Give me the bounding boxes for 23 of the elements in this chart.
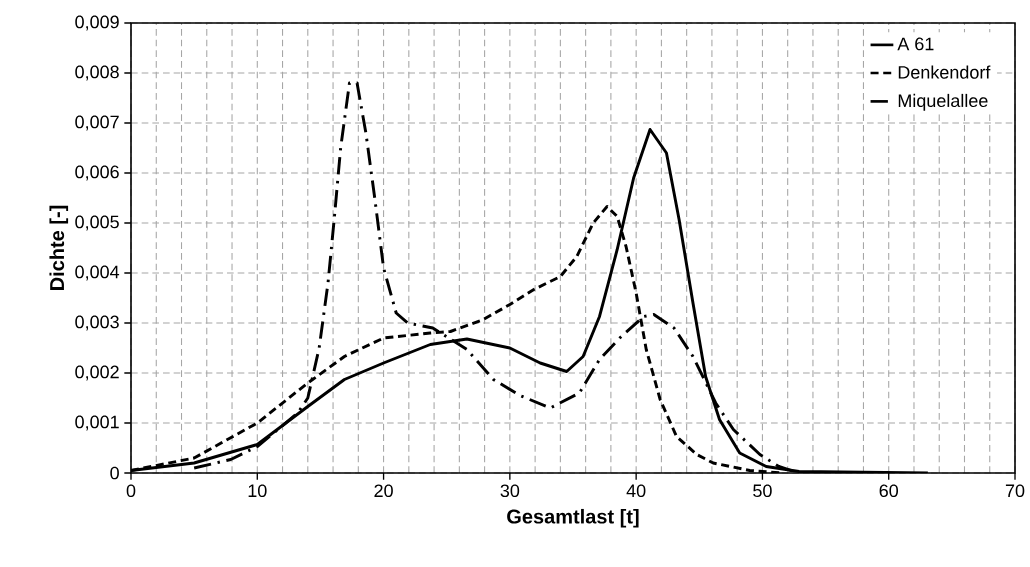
x-tick-label: 30 xyxy=(500,484,520,498)
x-tick-label: 70 xyxy=(1005,484,1025,498)
x-tick-label: 60 xyxy=(879,484,899,498)
y-tick-label: 0 xyxy=(110,466,119,480)
x-tick-label: 0 xyxy=(126,484,136,498)
legend-label: A 61 xyxy=(897,37,934,51)
x-tick-label: 10 xyxy=(248,484,267,498)
x-axis-title: Gesamtlast [t] xyxy=(507,508,639,528)
y-axis-title: Dichte [-] xyxy=(49,205,69,290)
y-tick-label: 0,009 xyxy=(75,15,119,31)
x-tick-label: 20 xyxy=(374,484,393,498)
y-tick-label: 0,008 xyxy=(75,65,119,81)
y-tick-label: 0,004 xyxy=(75,265,120,281)
x-tick-label: 50 xyxy=(753,484,772,498)
y-tick-label: 0,007 xyxy=(75,115,119,131)
y-tick-label: 0,002 xyxy=(75,365,119,381)
legend-label: Miquelallee xyxy=(898,93,988,111)
y-tick-label: 0,001 xyxy=(75,415,119,431)
y-tick-label: 0,006 xyxy=(75,165,119,181)
y-tick-label: 0,005 xyxy=(75,215,119,231)
legend-label: Denkendorf xyxy=(898,65,991,79)
y-tick-label: 0,003 xyxy=(75,315,119,331)
x-tick-label: 40 xyxy=(626,484,646,498)
